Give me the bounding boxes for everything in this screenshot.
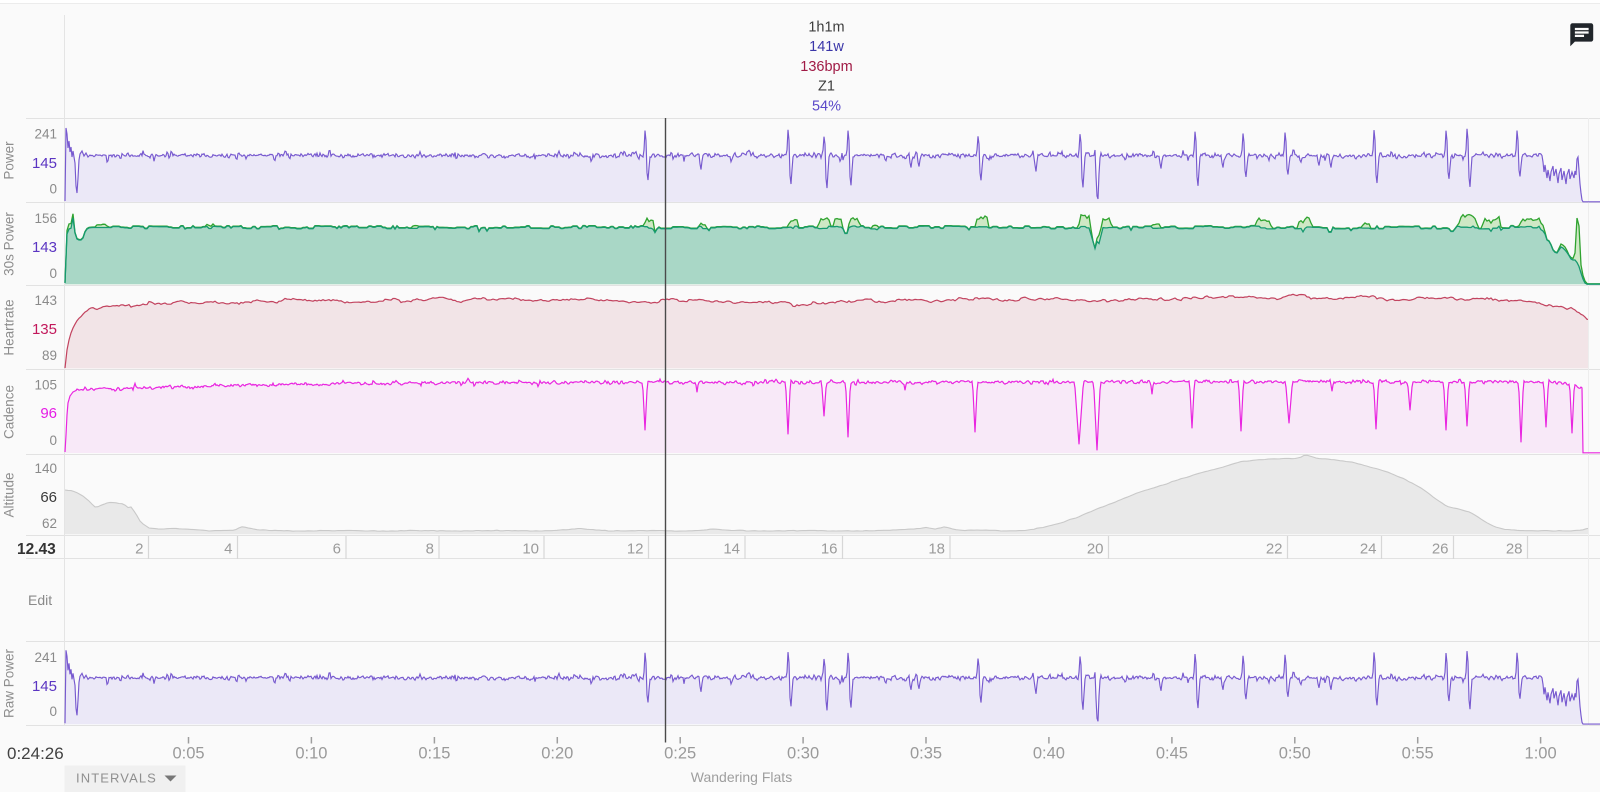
svg-text:22: 22 <box>1266 541 1283 558</box>
svg-text:96: 96 <box>40 405 57 422</box>
svg-text:2: 2 <box>135 541 143 558</box>
svg-text:140: 140 <box>34 461 57 476</box>
svg-text:8: 8 <box>426 541 434 558</box>
svg-text:12: 12 <box>627 541 644 558</box>
svg-text:0:40: 0:40 <box>1033 745 1065 763</box>
svg-text:0:50: 0:50 <box>1279 745 1311 763</box>
svg-text:0:25: 0:25 <box>664 745 696 763</box>
svg-text:145: 145 <box>32 678 57 695</box>
svg-text:0:24:26: 0:24:26 <box>7 744 64 763</box>
svg-text:0:30: 0:30 <box>787 745 819 763</box>
svg-text:89: 89 <box>42 348 57 363</box>
svg-text:0:10: 0:10 <box>295 745 327 763</box>
svg-text:143: 143 <box>34 293 57 308</box>
svg-text:145: 145 <box>32 155 57 172</box>
svg-text:14: 14 <box>723 541 740 558</box>
svg-text:Altitude: Altitude <box>2 472 17 517</box>
svg-text:Raw Power: Raw Power <box>2 648 17 718</box>
svg-text:0:05: 0:05 <box>172 745 204 763</box>
svg-text:62: 62 <box>42 516 57 531</box>
svg-text:28: 28 <box>1506 541 1523 558</box>
svg-text:135: 135 <box>32 321 57 338</box>
svg-text:66: 66 <box>40 489 57 506</box>
svg-text:141w: 141w <box>809 39 844 55</box>
svg-text:18: 18 <box>928 541 945 558</box>
svg-text:143: 143 <box>32 239 57 256</box>
svg-text:Heartrate: Heartrate <box>2 299 17 355</box>
svg-text:0:20: 0:20 <box>541 745 573 763</box>
svg-text:12.43: 12.43 <box>17 541 56 558</box>
svg-text:0: 0 <box>49 704 57 719</box>
svg-text:241: 241 <box>34 650 57 665</box>
svg-text:136bpm: 136bpm <box>800 59 852 75</box>
svg-text:54%: 54% <box>812 98 841 114</box>
svg-text:10: 10 <box>522 541 539 558</box>
svg-text:156: 156 <box>34 211 57 226</box>
svg-text:0: 0 <box>49 182 57 197</box>
svg-text:0: 0 <box>49 266 57 281</box>
svg-text:Z1: Z1 <box>818 79 835 95</box>
svg-text:Edit: Edit <box>28 592 52 608</box>
svg-text:26: 26 <box>1432 541 1449 558</box>
svg-text:0:45: 0:45 <box>1156 745 1188 763</box>
svg-text:24: 24 <box>1360 541 1377 558</box>
svg-text:0:35: 0:35 <box>910 745 942 763</box>
svg-text:241: 241 <box>34 127 57 142</box>
svg-text:16: 16 <box>821 541 838 558</box>
svg-text:105: 105 <box>34 378 57 393</box>
svg-text:1h1m: 1h1m <box>808 20 844 36</box>
svg-text:Power: Power <box>2 141 17 180</box>
svg-text:30s Power: 30s Power <box>2 212 17 276</box>
svg-text:0:15: 0:15 <box>418 745 450 763</box>
svg-text:1:00: 1:00 <box>1525 745 1557 763</box>
svg-text:4: 4 <box>224 541 232 558</box>
svg-text:0:55: 0:55 <box>1402 745 1434 763</box>
svg-text:Wandering Flats: Wandering Flats <box>691 769 792 785</box>
svg-text:6: 6 <box>333 541 341 558</box>
svg-text:0: 0 <box>49 433 57 448</box>
svg-text:Cadence: Cadence <box>2 385 17 439</box>
svg-text:20: 20 <box>1087 541 1104 558</box>
svg-text:INTERVALS: INTERVALS <box>76 771 157 786</box>
